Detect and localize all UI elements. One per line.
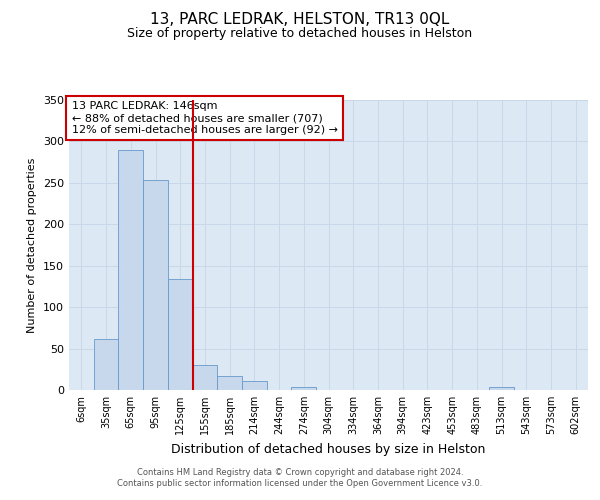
Bar bbox=[217, 376, 242, 390]
Bar bbox=[242, 381, 267, 390]
Bar bbox=[168, 279, 193, 390]
Text: 13 PARC LEDRAK: 146sqm
← 88% of detached houses are smaller (707)
12% of semi-de: 13 PARC LEDRAK: 146sqm ← 88% of detached… bbox=[71, 102, 338, 134]
Bar bbox=[118, 150, 143, 390]
X-axis label: Distribution of detached houses by size in Helston: Distribution of detached houses by size … bbox=[172, 442, 485, 456]
Bar bbox=[489, 386, 514, 390]
Y-axis label: Number of detached properties: Number of detached properties bbox=[28, 158, 37, 332]
Bar bbox=[292, 386, 316, 390]
Text: Size of property relative to detached houses in Helston: Size of property relative to detached ho… bbox=[127, 28, 473, 40]
Bar bbox=[193, 365, 217, 390]
Bar bbox=[94, 338, 118, 390]
Text: 13, PARC LEDRAK, HELSTON, TR13 0QL: 13, PARC LEDRAK, HELSTON, TR13 0QL bbox=[151, 12, 449, 28]
Text: Contains HM Land Registry data © Crown copyright and database right 2024.
Contai: Contains HM Land Registry data © Crown c… bbox=[118, 468, 482, 487]
Bar bbox=[143, 180, 168, 390]
